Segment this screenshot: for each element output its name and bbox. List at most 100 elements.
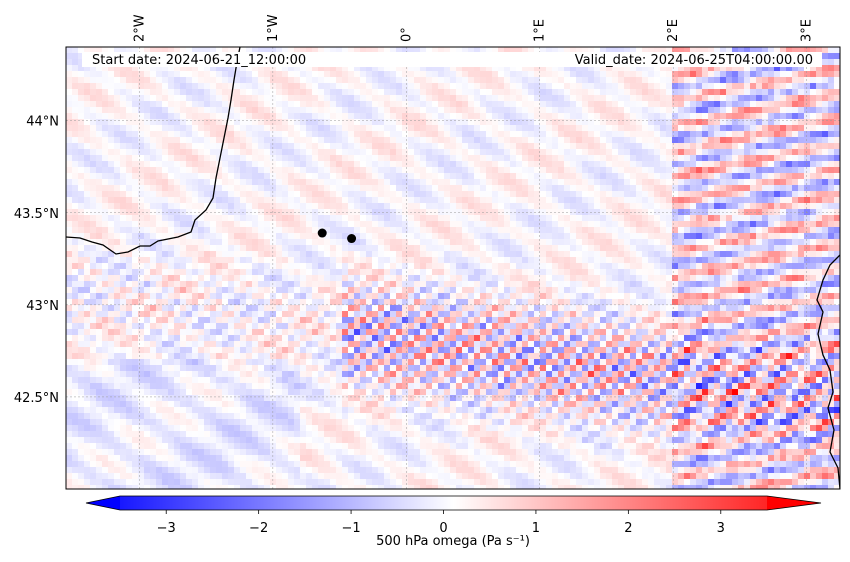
field-cell xyxy=(684,221,690,227)
field-cell xyxy=(180,257,186,263)
field-cell xyxy=(720,251,726,257)
field-cell xyxy=(588,101,594,107)
field-cell xyxy=(270,119,276,125)
field-cell xyxy=(522,149,528,155)
field-cell xyxy=(228,71,234,77)
field-cell xyxy=(708,125,714,131)
field-cell xyxy=(420,203,426,209)
field-cell xyxy=(582,257,588,263)
field-cell xyxy=(186,221,192,227)
field-cell xyxy=(828,239,834,245)
field-cell xyxy=(726,257,732,263)
field-cell xyxy=(528,137,534,143)
field-cell xyxy=(708,77,714,83)
field-cell xyxy=(192,269,198,275)
field-cell xyxy=(474,263,480,269)
field-cell xyxy=(246,179,252,185)
field-cell xyxy=(306,257,312,263)
field-cell xyxy=(168,197,174,203)
field-cell xyxy=(228,155,234,161)
field-cell xyxy=(126,191,132,197)
field-cell xyxy=(264,131,270,137)
field-cell xyxy=(462,275,468,281)
field-cell xyxy=(684,83,690,89)
field-cell xyxy=(378,119,384,125)
field-cell xyxy=(360,209,366,215)
field-cell xyxy=(132,89,138,95)
field-cell xyxy=(570,125,576,131)
field-cell xyxy=(492,197,498,203)
field-cell xyxy=(174,215,180,221)
field-cell xyxy=(624,107,630,113)
field-cell xyxy=(600,65,606,71)
field-cell xyxy=(294,197,300,203)
field-cell xyxy=(174,233,180,239)
field-cell xyxy=(72,251,78,257)
field-cell xyxy=(162,233,168,239)
field-cell xyxy=(114,179,120,185)
field-cell xyxy=(270,83,276,89)
field-cell xyxy=(252,173,258,179)
field-cell xyxy=(558,275,564,281)
field-cell xyxy=(324,173,330,179)
field-cell xyxy=(516,257,522,263)
field-cell xyxy=(126,77,132,83)
field-cell xyxy=(762,47,768,53)
field-cell xyxy=(96,125,102,131)
field-cell xyxy=(516,131,522,137)
field-cell xyxy=(198,221,204,227)
field-cell xyxy=(834,137,840,143)
field-cell xyxy=(228,239,234,245)
field-cell xyxy=(486,203,492,209)
field-cell xyxy=(486,263,492,269)
field-cell xyxy=(324,233,330,239)
field-cell xyxy=(288,221,294,227)
field-cell xyxy=(552,89,558,95)
field-cell xyxy=(624,233,630,239)
field-cell xyxy=(684,125,690,131)
field-cell xyxy=(546,155,552,161)
field-cell xyxy=(768,83,774,89)
field-cell xyxy=(126,257,132,263)
field-cell xyxy=(444,89,450,95)
field-cell xyxy=(150,233,156,239)
field-cell xyxy=(78,275,84,281)
field-cell xyxy=(348,221,354,227)
field-cell xyxy=(222,161,228,167)
field-cell xyxy=(228,101,234,107)
field-cell xyxy=(186,125,192,131)
field-cell xyxy=(246,65,252,71)
field-cell xyxy=(318,131,324,137)
field-cell xyxy=(162,131,168,137)
field-cell xyxy=(366,155,372,161)
field-cell xyxy=(456,185,462,191)
field-cell xyxy=(78,203,84,209)
field-cell xyxy=(384,275,390,281)
field-cell xyxy=(786,269,792,275)
field-cell xyxy=(822,59,828,65)
field-cell xyxy=(642,113,648,119)
field-cell xyxy=(798,161,804,167)
field-cell xyxy=(582,119,588,125)
field-cell xyxy=(294,233,300,239)
field-cell xyxy=(510,95,516,101)
field-cell xyxy=(396,179,402,185)
field-cell xyxy=(582,191,588,197)
field-cell xyxy=(528,107,534,113)
field-cell xyxy=(612,215,618,221)
field-cell xyxy=(510,209,516,215)
field-cell xyxy=(792,191,798,197)
field-cell xyxy=(420,173,426,179)
field-cell xyxy=(636,167,642,173)
field-cell xyxy=(288,107,294,113)
field-cell xyxy=(534,257,540,263)
field-cell xyxy=(366,137,372,143)
field-cell xyxy=(288,143,294,149)
field-cell xyxy=(624,215,630,221)
field-cell xyxy=(666,203,672,209)
field-cell xyxy=(762,137,768,143)
field-cell xyxy=(810,77,816,83)
field-cell xyxy=(672,179,678,185)
field-cell xyxy=(636,149,642,155)
field-cell xyxy=(780,95,786,101)
